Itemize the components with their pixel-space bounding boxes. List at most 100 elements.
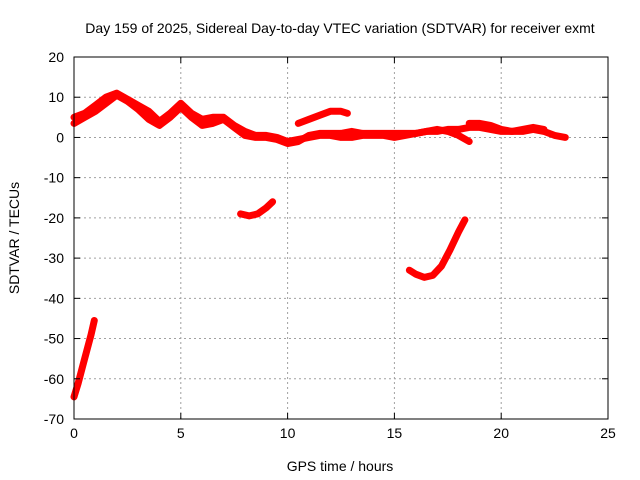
- series-segment-8-9: [237, 198, 277, 220]
- data-point: [189, 110, 194, 116]
- data-point: [270, 199, 276, 205]
- data-point: [253, 132, 259, 138]
- data-point: [75, 380, 81, 386]
- data-point: [80, 364, 85, 370]
- y-tick-label: 20: [48, 49, 64, 65]
- x-tick-label: 10: [280, 425, 296, 441]
- data-point: [114, 90, 120, 96]
- data-point: [167, 110, 173, 116]
- data-point: [238, 211, 244, 217]
- axis-ticks: 0 5 10 15 20 25 -70 -60 -50 -40 -30 -20 -10 0 10 20: [44, 49, 616, 441]
- data-point: [552, 132, 558, 138]
- data-point: [509, 128, 515, 134]
- data-point: [391, 134, 397, 140]
- data-point: [306, 116, 312, 122]
- data-point: [156, 118, 162, 124]
- data-point: [178, 100, 184, 106]
- data-point: [344, 110, 350, 116]
- data-point: [317, 112, 323, 118]
- data-point: [88, 332, 94, 337]
- data-point: [447, 247, 453, 253]
- data-point: [530, 124, 536, 130]
- series-segment-11-13: [294, 107, 351, 127]
- chart-title: Day 159 of 2025, Sidereal Day-to-day VTE…: [85, 20, 594, 36]
- data-point: [82, 110, 88, 116]
- data-point: [210, 120, 216, 126]
- data-point: [456, 229, 461, 235]
- data-point: [255, 211, 261, 217]
- data-point: [263, 132, 269, 138]
- series-line: [70, 89, 473, 145]
- data-point: [91, 318, 97, 323]
- data-point: [146, 108, 152, 114]
- data-point: [370, 132, 376, 138]
- data-point: [520, 126, 526, 132]
- data-point: [402, 132, 408, 138]
- data-point: [327, 132, 333, 138]
- data-point: [381, 132, 387, 138]
- x-tick-label: 15: [387, 425, 403, 441]
- data-point: [466, 120, 472, 126]
- data-point: [466, 139, 472, 144]
- y-tick-label: -10: [44, 170, 64, 186]
- x-tick-label: 0: [70, 425, 78, 441]
- data-point: [210, 114, 216, 120]
- data-point: [477, 120, 483, 126]
- data-point: [231, 122, 237, 128]
- data-point: [456, 132, 461, 138]
- data-point: [430, 272, 436, 278]
- y-tick-label: 0: [56, 129, 64, 145]
- data-point: [146, 116, 152, 122]
- data-point: [338, 108, 344, 114]
- data-point: [488, 122, 493, 128]
- data-point: [359, 132, 365, 138]
- series-segment-18-20: [465, 119, 548, 135]
- data-point: [199, 122, 205, 128]
- y-tick-label: -70: [44, 411, 64, 427]
- data-point: [456, 126, 461, 132]
- data-point: [413, 130, 419, 136]
- y-tick-label: -40: [44, 290, 64, 306]
- data-point: [541, 126, 547, 132]
- data-point: [199, 116, 205, 122]
- series-segment-16-18: [405, 216, 469, 281]
- x-tick-label: 20: [493, 425, 509, 441]
- data-point: [135, 102, 141, 108]
- data-point: [421, 274, 427, 280]
- data-point: [317, 132, 323, 138]
- data-point: [406, 267, 412, 273]
- y-tick-label: 10: [48, 89, 64, 105]
- data-point: [221, 114, 226, 120]
- data-point: [434, 126, 440, 132]
- data-point: [103, 94, 109, 100]
- x-axis-title: GPS time / hours: [287, 458, 394, 474]
- data-point: [84, 348, 90, 354]
- data-point: [349, 134, 355, 140]
- data-point: [349, 128, 355, 134]
- y-tick-label: -30: [44, 250, 64, 266]
- y-tick-label: -50: [44, 331, 64, 347]
- data-point: [438, 263, 444, 269]
- y-tick-label: -20: [44, 210, 64, 226]
- series-line: [70, 317, 98, 401]
- data-point: [246, 213, 252, 219]
- data-point: [263, 205, 269, 211]
- data-point: [338, 134, 344, 140]
- data-point: [295, 137, 301, 142]
- data-point: [413, 271, 419, 277]
- data-point: [285, 139, 291, 144]
- data-point: [306, 134, 312, 140]
- plot-area: [70, 89, 569, 401]
- series-main-band-2: [70, 89, 473, 145]
- y-tick-label: -60: [44, 371, 64, 387]
- data-point: [327, 108, 333, 114]
- series-segment-0-1: [70, 317, 98, 401]
- data-point: [423, 128, 429, 134]
- plot-frame: [73, 56, 609, 420]
- data-point: [562, 134, 568, 140]
- grid: [74, 57, 608, 419]
- data-point: [295, 120, 301, 126]
- data-point: [92, 102, 98, 108]
- x-tick-label: 5: [177, 425, 185, 441]
